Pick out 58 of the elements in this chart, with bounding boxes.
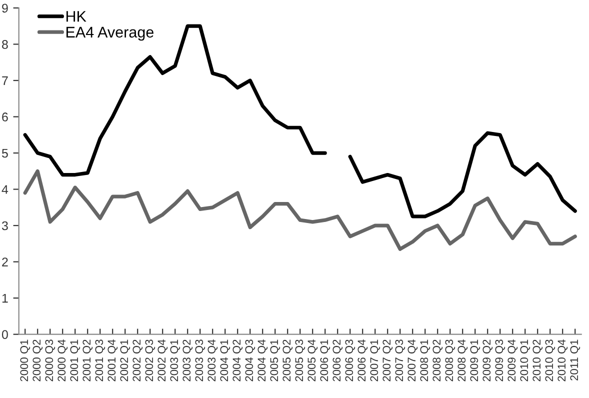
x-tick-label: 2004 Q4 <box>258 340 268 382</box>
y-tick-label: 0 <box>2 330 8 339</box>
x-tick-label: 2007 Q3 <box>395 340 406 382</box>
x-tick-label: 2010 Q3 <box>545 340 556 382</box>
x-tick-label: 2007 Q2 <box>382 340 393 382</box>
x-tick-label: 2006 Q4 <box>358 340 368 382</box>
y-tick-label: 9 <box>2 4 8 13</box>
x-tick-label: 2008 Q4 <box>458 340 468 382</box>
y-tick-label: 1 <box>2 294 8 303</box>
x-tick-label: 2008 Q3 <box>445 340 456 382</box>
x-tick-label: 2005 Q4 <box>308 340 318 382</box>
x-tick-label: 2001 Q3 <box>95 340 106 382</box>
x-tick-label: 2001 Q2 <box>82 340 93 382</box>
x-tick-label: 2006 Q2 <box>332 340 343 382</box>
y-tick-label: 4 <box>2 185 8 194</box>
x-tick-label: 2006 Q1 <box>320 340 330 382</box>
y-tick-label: 8 <box>2 40 8 49</box>
x-tick-label: 2010 Q4 <box>558 340 568 382</box>
x-tick-label: 2004 Q2 <box>232 340 243 382</box>
x-tick-label: 2010 Q1 <box>520 340 530 382</box>
x-tick-label: 2003 Q2 <box>182 340 193 382</box>
x-tick-label: 2002 Q2 <box>132 340 143 382</box>
x-tick-label: 2003 Q4 <box>208 340 218 382</box>
x-tick-label: 2007 Q4 <box>408 340 418 382</box>
y-tick-label: 5 <box>2 148 8 158</box>
x-tick-label: 2009 Q3 <box>495 340 506 382</box>
x-tick-label: 2007 Q1 <box>370 340 380 382</box>
x-tick-label: 2001 Q1 <box>70 340 80 382</box>
x-tick-label: 2009 Q1 <box>470 340 480 382</box>
x-tick-label: 2003 Q1 <box>170 340 180 382</box>
x-tick-label: 2009 Q2 <box>482 340 493 382</box>
x-tick-label: 2000 Q4 <box>58 340 68 382</box>
x-tick-label: 2004 Q1 <box>220 340 230 382</box>
x-tick-label: 2005 Q3 <box>295 340 306 382</box>
line-series <box>23 169 577 251</box>
x-tick-label: 2008 Q2 <box>432 340 443 382</box>
x-tick-label: 2010 Q2 <box>532 340 543 382</box>
x-tick-label: 2003 Q3 <box>195 340 206 382</box>
x-tick-label: 2000 Q3 <box>45 340 56 382</box>
x-tick-label: 2008 Q1 <box>420 340 430 382</box>
y-tick-label: 3 <box>2 221 8 230</box>
x-tick-label: 2002 Q1 <box>120 340 130 382</box>
x-tick-label: 2001 Q4 <box>108 340 118 382</box>
x-tick-label: 2004 Q3 <box>245 340 256 382</box>
x-tick-label: 2011 Q1 <box>570 340 580 380</box>
y-tick-label: 6 <box>2 112 8 122</box>
x-tick-label: 2002 Q4 <box>158 340 168 382</box>
x-tick-label: 2000 Q2 <box>32 340 43 382</box>
x-tick-label: 2005 Q2 <box>282 340 293 382</box>
x-tick-label: 2000 Q1 <box>20 340 30 382</box>
y-tick-label: 2 <box>2 258 8 266</box>
y-tick-label: 7 <box>2 76 8 86</box>
legend-label: EA4 Average <box>66 26 154 41</box>
x-tick-label: 2009 Q4 <box>508 340 518 382</box>
legend-label: HK <box>66 11 86 22</box>
x-tick-label: 2006 Q3 <box>345 340 356 382</box>
x-tick-label: 2002 Q3 <box>145 340 156 382</box>
x-tick-label: 2005 Q1 <box>270 340 280 382</box>
